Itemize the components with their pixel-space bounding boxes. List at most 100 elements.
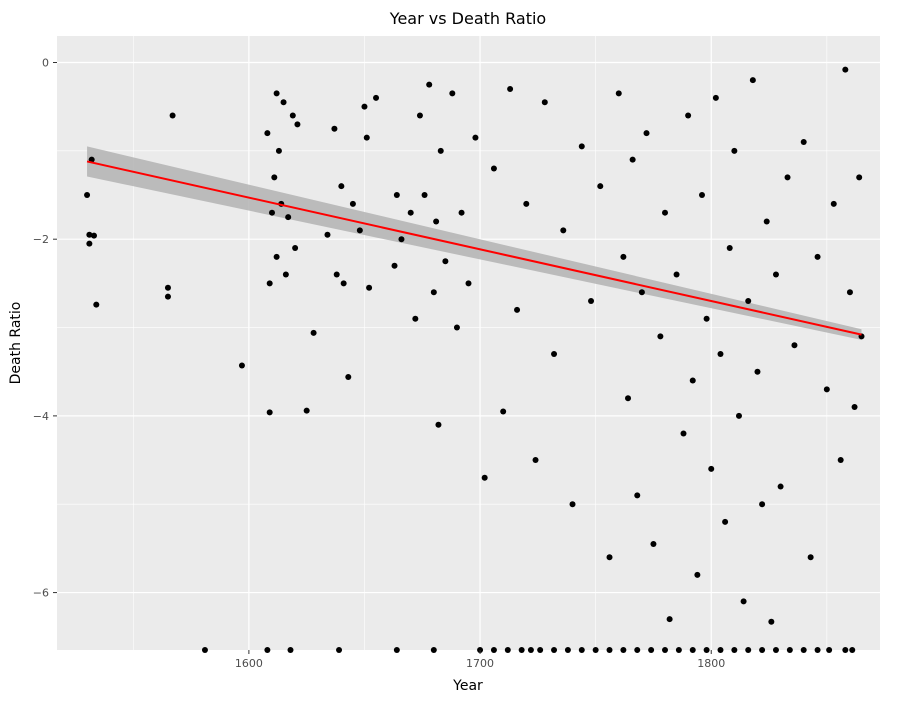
- data-point: [830, 200, 837, 207]
- y-tick-label: −4: [33, 410, 49, 423]
- data-point: [458, 209, 465, 216]
- data-point: [784, 174, 791, 181]
- data-point: [749, 77, 756, 84]
- data-point: [560, 227, 567, 234]
- data-point-floor: [620, 647, 627, 653]
- data-point: [763, 218, 770, 225]
- data-point-floor: [504, 647, 511, 653]
- data-point-floor: [518, 647, 525, 653]
- y-axis: 0 −2 −4 −6: [33, 57, 57, 600]
- data-point-floor: [786, 647, 793, 653]
- chart-title: Year vs Death Ratio: [389, 9, 546, 28]
- data-point-floor: [842, 647, 849, 653]
- data-point: [657, 333, 664, 340]
- data-point: [673, 271, 680, 278]
- data-point-floor: [336, 647, 343, 653]
- y-tick-label: −2: [33, 233, 49, 246]
- data-point: [86, 231, 93, 238]
- data-point: [280, 99, 287, 106]
- data-point-floor: [717, 647, 724, 653]
- data-point: [588, 298, 595, 305]
- data-point-floor: [689, 647, 696, 653]
- data-point: [373, 94, 380, 101]
- data-point: [717, 351, 724, 358]
- data-point: [768, 618, 775, 625]
- data-point: [86, 240, 93, 247]
- data-point: [349, 200, 356, 207]
- data-point-floor: [606, 647, 613, 653]
- data-point: [507, 86, 514, 93]
- data-point: [164, 293, 171, 300]
- data-point: [435, 421, 442, 428]
- data-point: [426, 81, 433, 88]
- data-point: [285, 214, 292, 221]
- data-point: [745, 298, 752, 305]
- data-point: [412, 315, 419, 322]
- data-point: [407, 209, 414, 216]
- data-point-floor: [703, 647, 710, 653]
- data-point: [421, 192, 428, 199]
- data-point: [93, 301, 100, 308]
- data-point: [754, 368, 761, 375]
- data-point: [273, 253, 280, 260]
- data-point: [662, 209, 669, 216]
- data-point: [772, 271, 779, 278]
- data-point-floor: [564, 647, 571, 653]
- data-points: [84, 66, 865, 653]
- data-point: [620, 253, 627, 260]
- data-point: [777, 483, 784, 490]
- data-point: [532, 457, 539, 464]
- data-point-floor: [826, 647, 833, 653]
- data-point: [800, 139, 807, 146]
- data-point: [275, 147, 282, 154]
- data-point-floor: [551, 647, 558, 653]
- data-point: [273, 90, 280, 97]
- data-point: [361, 103, 368, 110]
- data-point-floor: [537, 647, 544, 653]
- data-point: [90, 232, 97, 239]
- data-point: [708, 465, 715, 472]
- data-point: [264, 130, 271, 137]
- data-point: [722, 518, 729, 525]
- data-point: [629, 156, 636, 163]
- data-point: [851, 404, 858, 411]
- trend-line: [86, 160, 862, 336]
- data-point: [625, 395, 632, 402]
- data-point: [740, 598, 747, 605]
- data-point: [238, 362, 245, 369]
- data-point: [164, 284, 171, 291]
- data-point-floor: [759, 647, 766, 653]
- data-point: [449, 90, 456, 97]
- data-point: [698, 192, 705, 199]
- data-point: [84, 192, 91, 199]
- data-point: [791, 342, 798, 349]
- data-point: [268, 209, 275, 216]
- y-axis-title: Death Ratio: [8, 302, 24, 385]
- data-point: [433, 218, 440, 225]
- data-point: [366, 284, 373, 291]
- data-point: [846, 289, 853, 296]
- data-point-floor: [675, 647, 682, 653]
- data-point: [689, 377, 696, 384]
- data-point: [650, 540, 657, 547]
- data-point-floor: [201, 647, 208, 653]
- data-point: [759, 501, 766, 508]
- data-point-floor: [849, 647, 856, 653]
- data-point: [363, 134, 370, 141]
- data-point: [356, 227, 363, 234]
- data-point: [638, 289, 645, 296]
- data-point: [842, 66, 849, 73]
- data-point: [453, 324, 460, 331]
- data-point: [597, 183, 604, 190]
- data-point: [541, 99, 548, 106]
- plot-panel: [57, 36, 880, 653]
- x-axis-title: Year: [452, 678, 483, 694]
- data-point-floor: [490, 647, 497, 653]
- y-tick-label: 0: [42, 57, 49, 70]
- data-point: [694, 571, 701, 578]
- data-point: [294, 121, 301, 128]
- data-point: [338, 183, 345, 190]
- data-point: [331, 125, 338, 132]
- data-point: [703, 315, 710, 322]
- data-point-floor: [578, 647, 585, 653]
